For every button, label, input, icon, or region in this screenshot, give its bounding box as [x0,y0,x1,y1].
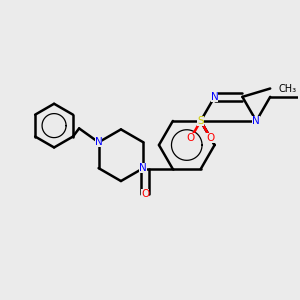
Text: CH₃: CH₃ [278,83,296,94]
Text: N: N [211,92,218,102]
Text: N: N [140,163,147,173]
Text: N: N [252,116,260,126]
Text: S: S [197,116,204,126]
Text: O: O [206,133,215,143]
Text: O: O [141,189,149,199]
Text: O: O [187,133,195,143]
Text: N: N [95,137,103,147]
